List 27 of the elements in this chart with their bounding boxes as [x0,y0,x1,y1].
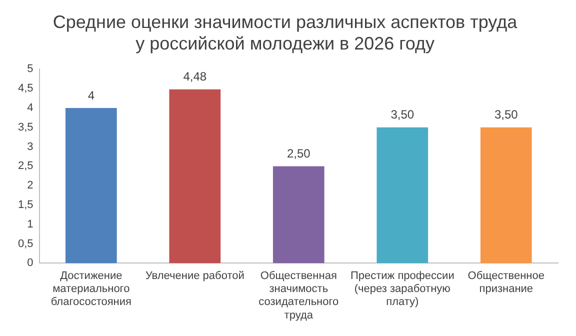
data-label: 2,50 [286,146,311,161]
y-tick-label: 4 [27,102,34,114]
y-tick-label: 2 [27,180,34,192]
data-label: 4,48 [183,70,207,84]
y-tick-label: 0,5 [18,238,34,250]
y-tick-label: 1 [27,218,34,230]
bar [480,127,532,264]
y-tick-label: 3,5 [18,121,34,134]
y-tick-label: 5 [27,63,34,76]
y-tick-label: 1,5 [18,199,34,212]
bar [272,166,324,264]
bar [376,127,428,264]
y-tick-label: 3 [27,140,34,153]
bar [169,89,221,264]
x-tick-label: Достижение материального благосостояния [50,270,132,308]
x-tick-label: Престиж профессии (через заработную плату) [350,270,454,308]
data-label: 3,50 [494,108,518,122]
data-label: 3,50 [390,108,414,122]
y-tick-label: 0 [27,257,34,270]
chart-title: Средние оценки значимости различных аспектов труда у российской молодежи в 2026 году [52,12,518,54]
bar [65,108,117,264]
x-tick-label: Общественная значимость созидательного труда [258,270,339,322]
y-tick-label: 2,5 [18,160,34,172]
x-tick-label: Увлечение работой [145,270,244,282]
data-label: 4 [88,88,95,102]
y-tick-label: 4,5 [18,82,34,95]
x-tick-label: Общественное признание [468,270,544,296]
